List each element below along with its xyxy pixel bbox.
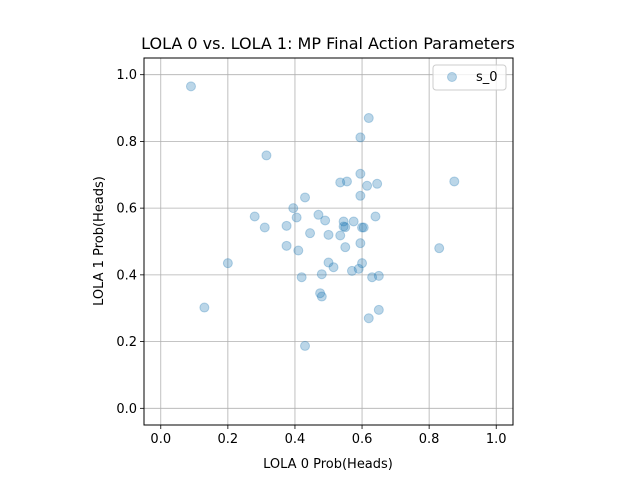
data-point <box>296 272 307 283</box>
x-tick-label: 0.6 <box>352 432 373 447</box>
data-point <box>363 113 374 124</box>
grid-lines <box>144 58 513 425</box>
data-point <box>355 132 366 143</box>
data-point <box>355 168 366 179</box>
data-point <box>357 258 368 269</box>
data-point <box>222 258 233 269</box>
data-point <box>338 221 349 232</box>
data-point <box>316 269 327 280</box>
x-tick-label: 0.8 <box>419 432 440 447</box>
data-point <box>449 176 460 187</box>
y-axis-ticks: 0.0 0.2 0.4 0.6 0.8 1.0 <box>116 68 144 417</box>
data-point <box>281 240 292 251</box>
y-tick-label: 0.2 <box>116 335 137 350</box>
data-point <box>261 150 272 161</box>
data-point <box>346 265 357 276</box>
data-point <box>259 222 270 233</box>
y-tick-label: 0.8 <box>116 135 137 150</box>
data-point <box>323 229 334 240</box>
data-point <box>373 304 384 315</box>
x-tick-label: 1.0 <box>486 432 507 447</box>
data-point <box>291 212 302 223</box>
data-point <box>323 257 334 268</box>
legend-label: s_0 <box>476 70 498 85</box>
y-tick-label: 0.4 <box>116 268 137 283</box>
data-point <box>316 291 327 302</box>
data-point <box>348 216 359 227</box>
data-point <box>340 242 351 253</box>
data-point <box>293 245 304 256</box>
data-point <box>357 222 368 233</box>
x-axis-ticks: 0.0 0.2 0.4 0.6 0.8 1.0 <box>150 425 507 447</box>
data-points <box>185 81 460 351</box>
y-tick-label: 0.6 <box>116 202 137 217</box>
data-point <box>340 222 351 233</box>
data-point <box>315 288 326 299</box>
y-tick-label: 1.0 <box>116 68 137 83</box>
data-point <box>320 215 331 226</box>
legend-box <box>432 64 507 91</box>
data-point <box>249 211 260 222</box>
data-point <box>363 313 374 324</box>
data-point <box>362 180 373 191</box>
data-point <box>355 190 366 201</box>
data-point <box>328 262 339 273</box>
data-point <box>370 211 381 222</box>
data-point <box>288 203 299 214</box>
data-point <box>185 81 196 92</box>
data-point <box>199 302 210 313</box>
x-tick-label: 0.0 <box>150 432 171 447</box>
x-axis-label: LOLA 0 Prob(Heads) <box>263 457 393 472</box>
data-point <box>313 209 324 220</box>
data-point <box>305 228 316 239</box>
y-axis-label: LOLA 1 Prob(Heads) <box>92 176 107 306</box>
chart-title: LOLA 0 vs. LOLA 1: MP Final Action Param… <box>141 34 515 53</box>
data-point <box>434 243 445 254</box>
plot-frame <box>143 57 514 426</box>
data-point <box>355 238 366 249</box>
x-tick-label: 0.4 <box>285 432 306 447</box>
data-point <box>373 270 384 281</box>
data-point <box>358 222 369 233</box>
data-point <box>281 220 292 231</box>
data-point <box>341 176 352 187</box>
data-point <box>335 177 346 188</box>
legend-marker <box>447 72 457 82</box>
data-point <box>372 178 383 189</box>
data-point <box>353 263 364 274</box>
x-tick-label: 0.2 <box>218 432 239 447</box>
data-point <box>367 272 378 283</box>
data-point <box>338 216 349 227</box>
data-point <box>300 340 311 351</box>
data-point <box>300 192 311 203</box>
legend: s_0 <box>432 64 507 91</box>
data-point <box>335 230 346 241</box>
y-tick-label: 0.0 <box>116 402 137 417</box>
